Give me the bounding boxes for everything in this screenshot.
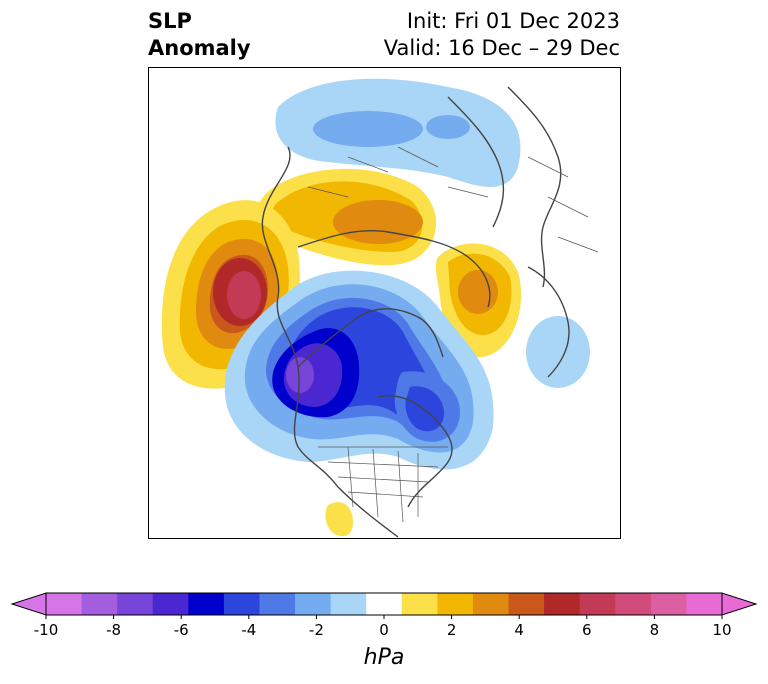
- colorbar-segments: [10, 592, 758, 616]
- colorbar-extend-min: [10, 592, 47, 616]
- colorbar-segment: [295, 593, 332, 615]
- colorbar-segment: [686, 593, 723, 615]
- colorbar-segment: [81, 593, 118, 615]
- colorbar-segment: [544, 593, 581, 615]
- colorbar-segment: [152, 593, 189, 615]
- siberia-low: [275, 78, 521, 187]
- colorbar-segment: [259, 593, 296, 615]
- colorbar-tick-label: 4: [514, 621, 524, 639]
- map-title: SLP Anomaly: [148, 8, 251, 62]
- colorbar-segment: [401, 593, 438, 615]
- mexico-high: [325, 502, 353, 537]
- coastlines: [261, 86, 570, 538]
- barents-high: [435, 243, 522, 358]
- title-line-2: Anomaly: [148, 36, 251, 60]
- colorbar-segment: [188, 593, 225, 615]
- colorbar-tick-label: 10: [712, 621, 731, 639]
- colorbar-segment: [46, 593, 83, 615]
- anomaly-map: [148, 67, 621, 539]
- colorbar: -10 -8 -6 -4 -2 0 2 4 6 8 10: [10, 592, 758, 639]
- title-line-1: SLP: [148, 9, 192, 33]
- colorbar-ticks: -10 -8 -6 -4 -2 0 2 4 6 8 10: [34, 615, 732, 639]
- colorbar-tick-label: 2: [447, 621, 457, 639]
- colorbar-tick-label: 6: [582, 621, 592, 639]
- colorbar-tick-label: -10: [34, 621, 59, 639]
- init-date: Init: Fri 01 Dec 2023: [406, 9, 620, 33]
- colorbar-segment: [615, 593, 652, 615]
- colorbar-tick-label: -6: [174, 621, 189, 639]
- colorbar-tick-label: -8: [106, 621, 121, 639]
- colorbar-segment: [366, 593, 403, 615]
- borders: [307, 146, 599, 523]
- colorbar-segment: [117, 593, 154, 615]
- colorbar-segment: [472, 593, 510, 615]
- canada-low: [224, 270, 494, 470]
- colorbar-segment: [223, 593, 260, 615]
- colorbar-segment: [330, 593, 367, 615]
- colorbar-tick-label: 8: [650, 621, 660, 639]
- valid-range: Valid: 16 Dec – 29 Dec: [383, 36, 620, 60]
- colorbar-extend-max: [721, 592, 758, 616]
- atlantic-low: [526, 316, 590, 388]
- forecast-dates: Init: Fri 01 Dec 2023 Valid: 16 Dec – 29…: [384, 8, 620, 62]
- map-frame: [148, 67, 621, 539]
- colorbar-segment: [579, 593, 616, 615]
- colorbar-tick-label: -2: [309, 621, 324, 639]
- colorbar-tick-label: -4: [241, 621, 256, 639]
- colorbar-segment: [508, 593, 545, 615]
- colorbar-tick-label: 0: [379, 621, 389, 639]
- colorbar-unit: hPa: [363, 645, 405, 670]
- eurasia-high: [257, 168, 437, 266]
- colorbar-segment: [650, 593, 687, 615]
- colorbar-segment: [437, 593, 474, 615]
